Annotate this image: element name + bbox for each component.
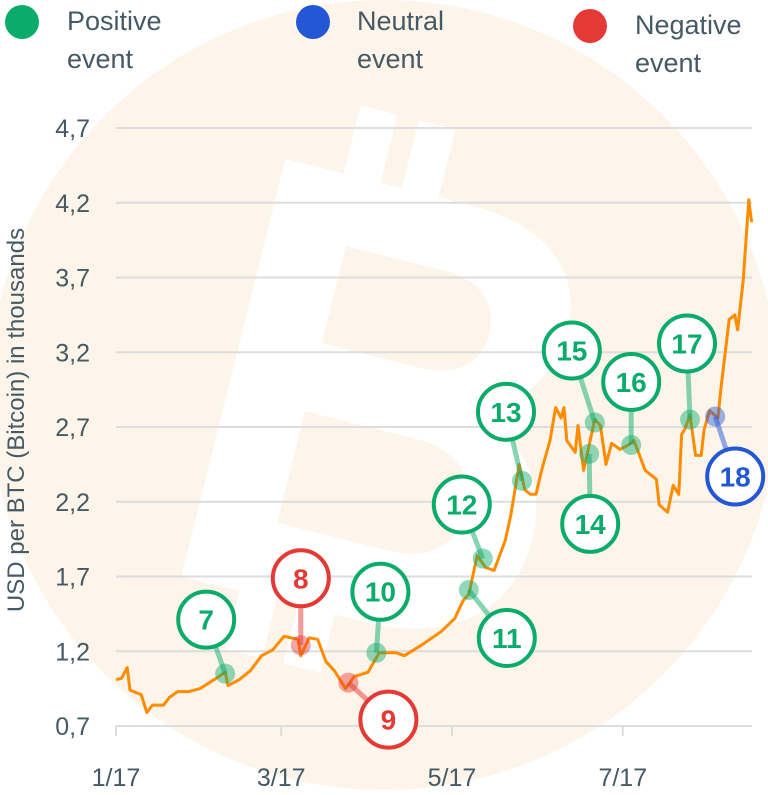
legend-label: Neutral [357, 6, 444, 36]
event-marker [366, 642, 387, 663]
x-tick-label: 1/17 [92, 764, 141, 790]
legend-label: event [357, 44, 424, 74]
event-label-circle [270, 548, 331, 609]
event-label-circle [541, 320, 602, 381]
y-tick-label: 4,7 [55, 115, 90, 143]
event-10: 10 [350, 561, 411, 663]
event-marker [705, 406, 726, 427]
event-label: 15 [556, 336, 587, 367]
x-tick-label: 7/17 [598, 764, 647, 790]
legend-item-neutral: Neutral event [296, 5, 444, 74]
y-axis-ticks: 0,7 1,2 1,7 2,2 2,7 3,2 3,7 4,2 4,7 [55, 115, 90, 741]
y-tick-label: 0,7 [55, 713, 90, 741]
event-marker [579, 443, 600, 464]
event-marker [215, 663, 236, 684]
event-label-circle [601, 351, 662, 412]
legend: Positive event Neutral event Negative ev… [5, 5, 742, 78]
event-label-circle [476, 381, 536, 442]
event-label: 9 [381, 705, 397, 736]
events: 7 8 9 10 11 12 13 14 15 16 17 18 [176, 313, 766, 750]
legend-item-positive: Positive event [5, 5, 162, 74]
event-label: 13 [490, 397, 521, 428]
y-tick-label: 4,2 [55, 190, 90, 218]
event-connector [509, 438, 525, 482]
event-connector [712, 415, 729, 451]
legend-swatch-negative [573, 9, 607, 43]
y-tick-label: 3,7 [55, 265, 90, 293]
event-label: 16 [616, 367, 647, 398]
event-label-circle [176, 589, 237, 650]
legend-label: Negative [635, 10, 742, 40]
event-marker [512, 470, 532, 491]
event-marker [621, 434, 642, 455]
event-label-circle [560, 493, 621, 554]
event-marker [290, 635, 311, 656]
event-label-circle [657, 313, 717, 374]
event-8: 8 [270, 548, 331, 656]
event-label-circle [350, 561, 411, 622]
event-connector [346, 680, 370, 703]
event-15: 15 [541, 320, 605, 433]
event-label: 18 [720, 462, 751, 493]
event-marker [584, 412, 605, 433]
event-18: 18 [705, 406, 766, 507]
price-line [115, 198, 754, 714]
event-marker [472, 548, 493, 569]
y-tick-label: 2,7 [55, 414, 90, 442]
event-connector [685, 371, 693, 420]
event-connector [469, 529, 486, 560]
event-connector [373, 619, 382, 653]
x-tick-label: 3/17 [257, 764, 306, 790]
event-label-circle [431, 474, 492, 535]
event-13: 13 [476, 381, 536, 491]
event-label-circle [476, 607, 537, 668]
event-label: 12 [446, 490, 477, 521]
event-7: 7 [176, 589, 237, 684]
y-tick-label: 2,2 [55, 489, 90, 517]
legend-swatch-positive [5, 5, 39, 39]
event-17: 17 [657, 313, 717, 430]
legend-label: event [67, 44, 134, 74]
legend-item-negative: Negative event [573, 9, 742, 78]
event-16: 16 [601, 351, 662, 455]
event-connector [213, 645, 228, 675]
event-marker [680, 409, 700, 430]
y-axis-title: USD per BTC (Bitcoin) in thousands [3, 228, 30, 612]
event-connector [466, 588, 492, 618]
y-tick-label: 1,7 [55, 564, 90, 592]
event-connector [577, 376, 598, 424]
event-14: 14 [560, 443, 621, 554]
event-label-circle [358, 689, 419, 750]
x-axis: 1/17 3/17 5/17 7/17 [92, 725, 752, 792]
event-label-circle [705, 446, 766, 507]
event-label: 8 [293, 563, 309, 594]
event-label: 7 [198, 605, 214, 636]
event-marker [458, 579, 479, 600]
y-tick-label: 1,2 [55, 638, 90, 666]
event-9: 9 [338, 672, 419, 750]
x-tick-label: 5/17 [428, 764, 477, 790]
event-label: 10 [365, 577, 396, 608]
legend-swatch-neutral [296, 5, 330, 39]
legend-label: event [635, 48, 702, 78]
event-12: 12 [431, 474, 493, 569]
event-marker [338, 672, 359, 693]
y-tick-label: 3,2 [55, 339, 90, 367]
event-11: 11 [458, 579, 537, 668]
event-connector [586, 453, 593, 496]
event-label: 14 [575, 509, 607, 540]
legend-label: Positive [67, 6, 162, 36]
event-label: 17 [671, 329, 702, 360]
event-label: 11 [492, 623, 522, 654]
